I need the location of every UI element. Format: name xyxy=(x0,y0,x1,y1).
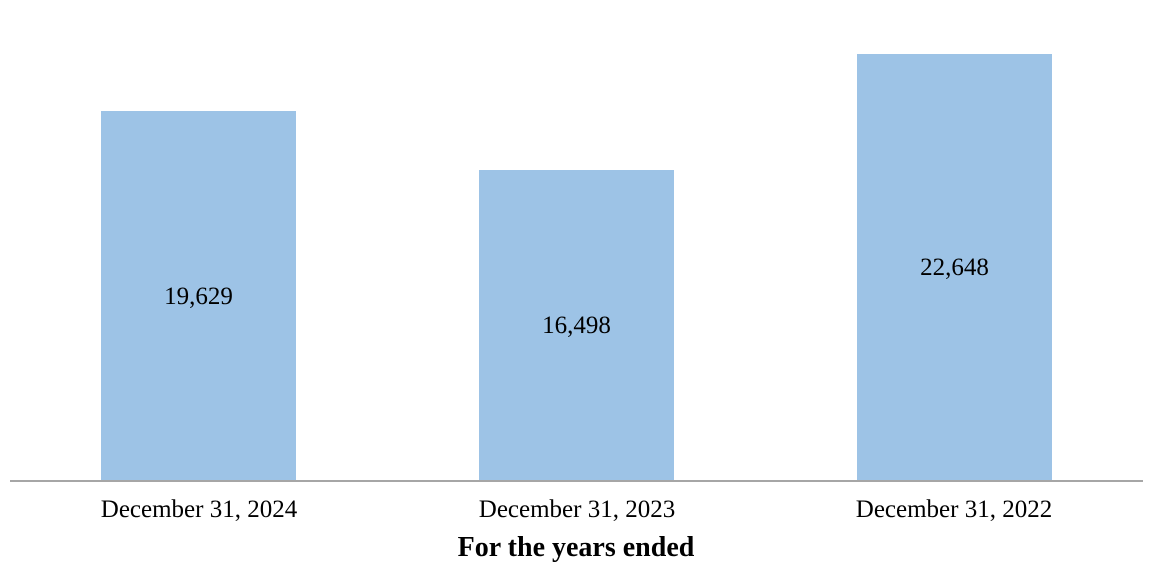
bar-3: 22,648 xyxy=(857,54,1052,481)
bar-value-label-2: 16,498 xyxy=(542,312,611,339)
category-label-2: December 31, 2023 xyxy=(478,496,676,523)
bar-value-label-1: 19,629 xyxy=(164,282,233,310)
bar-2: 16,498 xyxy=(479,170,674,481)
x-axis-title: For the years ended xyxy=(457,532,695,563)
category-label-3: December 31, 2022 xyxy=(855,496,1053,523)
category-label-1: December 31, 2024 xyxy=(100,496,298,523)
bar-value-label-3: 22,648 xyxy=(920,254,989,281)
x-axis-line xyxy=(10,480,1143,482)
bar-1: 19,629 xyxy=(101,111,296,481)
